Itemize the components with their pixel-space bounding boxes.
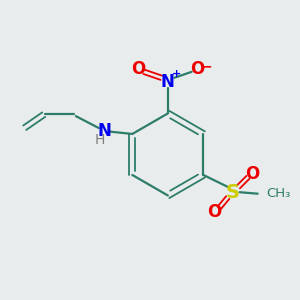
Text: O: O <box>131 60 145 78</box>
Text: CH₃: CH₃ <box>266 187 290 200</box>
Text: +: + <box>172 69 181 79</box>
Text: S: S <box>226 183 240 202</box>
Text: −: − <box>201 59 212 74</box>
Text: O: O <box>245 165 260 183</box>
Text: N: N <box>97 122 111 140</box>
Text: O: O <box>208 202 222 220</box>
Text: H: H <box>94 134 105 148</box>
Text: N: N <box>161 73 175 91</box>
Text: O: O <box>190 60 205 78</box>
